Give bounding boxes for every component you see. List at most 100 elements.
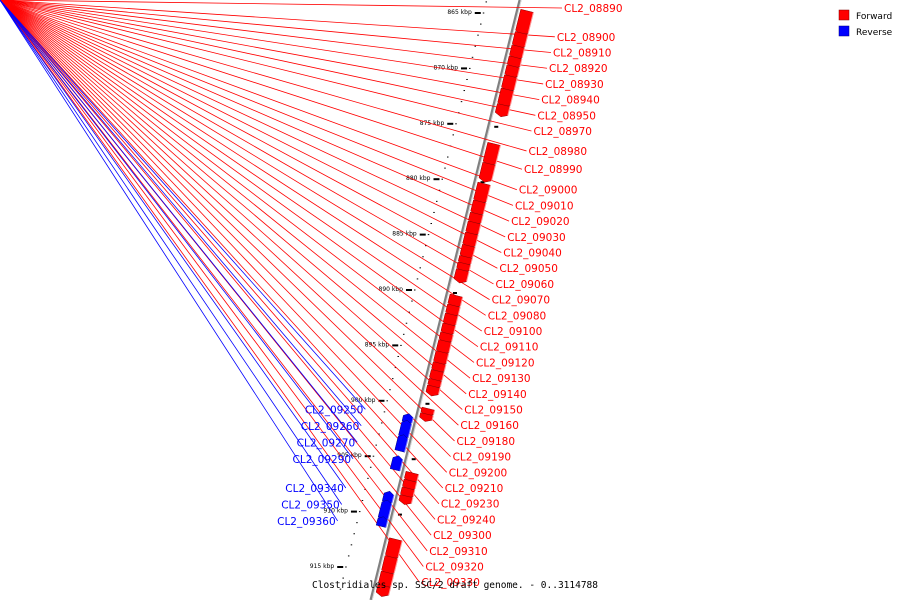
gene-label[interactable]: CL2_09050 (499, 263, 558, 275)
gene-label[interactable]: CL2_09030 (507, 232, 566, 244)
minor-tick (339, 588, 342, 590)
gene-cl2-08970[interactable] (494, 103, 511, 118)
minor-tick (364, 488, 366, 490)
gene-cl2-09210[interactable] (425, 384, 441, 397)
label-connector (0, 0, 518, 191)
gene-label[interactable]: CL2_09070 (492, 295, 551, 307)
gene-label[interactable]: CL2_09060 (495, 279, 554, 291)
gene-highlight (457, 307, 461, 316)
gene-label[interactable]: CL2_08940 (541, 95, 600, 107)
gene-highlight (385, 520, 389, 528)
genome-title: Clostridiales sp. SSC/2 draft genome. - … (312, 580, 598, 591)
gene-label[interactable]: CL2_09330 (421, 577, 480, 589)
minor-tick (358, 511, 361, 513)
label-connector (0, 0, 510, 222)
label-connector (0, 0, 544, 85)
gene-label[interactable]: CL2_08890 (564, 3, 623, 15)
gene-label[interactable]: CL2_08980 (529, 146, 588, 158)
gene-cl2-09330[interactable] (398, 494, 414, 505)
minor-tick (435, 200, 438, 202)
gene-label[interactable]: CL2_08970 (533, 126, 592, 138)
gene-cl2-09080[interactable] (453, 268, 470, 284)
gene-highlight (466, 271, 470, 282)
gene-highlight (468, 264, 472, 271)
gene-label[interactable]: CL2_09020 (511, 216, 570, 228)
minor-tick (342, 577, 344, 579)
gene-highlight (441, 372, 445, 381)
gene-label[interactable]: CL2_09320 (425, 562, 484, 574)
gene-label[interactable]: CL2_09120 (476, 357, 535, 369)
gene-label[interactable]: CL2_09260 (301, 421, 360, 433)
gene-cl2-08990[interactable] (478, 161, 496, 183)
minor-tick (350, 544, 353, 546)
minor-tick (375, 444, 377, 446)
minor-tick (433, 211, 435, 213)
gene-cl2-09240[interactable] (419, 412, 434, 422)
gene-label[interactable]: CL2_09100 (484, 326, 543, 338)
gene-label[interactable]: CL2_09010 (515, 200, 574, 212)
label-connector (0, 0, 459, 426)
gene-label[interactable]: CL2_09290 (293, 454, 352, 466)
minor-tick (460, 101, 463, 103)
gene-label[interactable]: CL2_09000 (519, 185, 578, 197)
gene-highlight (453, 325, 457, 334)
gene-label[interactable]: CL2_09130 (472, 373, 531, 385)
gene-highlight (480, 215, 484, 224)
gene-label[interactable]: CL2_08990 (524, 164, 583, 176)
gene-unnamed[interactable] (385, 537, 403, 560)
minor-tick (477, 34, 479, 36)
gene-label[interactable]: CL2_08910 (553, 48, 612, 60)
gene-label[interactable]: CL2_08920 (549, 63, 608, 75)
gene-label[interactable]: CL2_09310 (429, 546, 488, 558)
minor-tick (452, 134, 455, 136)
gene-unnamed[interactable] (375, 583, 391, 597)
minor-tick (411, 300, 413, 302)
gene-label[interactable]: CL2_09140 (468, 389, 527, 401)
gene-label[interactable]: CL2_09110 (480, 342, 539, 354)
gene-label[interactable]: CL2_09190 (453, 452, 512, 464)
label-connector (0, 0, 514, 206)
gene-label[interactable]: CL2_09150 (464, 405, 523, 417)
minor-tick (372, 455, 375, 457)
gene-cl2-09350[interactable] (377, 499, 392, 521)
minor-tick (438, 189, 441, 191)
gene-label[interactable]: CL2_09200 (449, 467, 508, 479)
gene-label[interactable]: CL2_09210 (445, 483, 504, 495)
label-connector (0, 0, 490, 300)
gene-label[interactable]: CL2_08900 (557, 32, 616, 44)
label-connector (0, 0, 563, 9)
gene-label[interactable]: CL2_08950 (537, 110, 596, 122)
gene-label[interactable]: CL2_09040 (503, 248, 562, 260)
gene-highlight (519, 58, 523, 67)
gene-label[interactable]: CL2_09180 (457, 436, 516, 448)
gene-highlight (495, 145, 501, 165)
label-connector (0, 0, 447, 473)
gene-label[interactable]: CL2_09160 (460, 420, 519, 432)
major-tick (405, 289, 412, 291)
gene-label[interactable]: CL2_09270 (297, 437, 356, 449)
legend-swatch-reverse (838, 25, 850, 37)
gene-cl2-09000[interactable] (473, 181, 491, 204)
gene-highlight (521, 47, 526, 58)
label-connector (0, 0, 523, 170)
minor-tick (416, 278, 419, 280)
gene-label[interactable]: CL2_09350 (281, 499, 340, 511)
gene-label[interactable]: CL2_09340 (285, 483, 344, 495)
gene-highlight (399, 459, 404, 472)
label-connector (0, 0, 551, 53)
gene-highlight (433, 410, 436, 415)
gene-label[interactable]: CL2_09230 (441, 499, 500, 511)
minor-tick (474, 45, 477, 47)
gene-label[interactable]: CL2_09080 (488, 310, 547, 322)
label-connector (0, 0, 436, 520)
gene-label[interactable]: CL2_09250 (305, 404, 364, 416)
gene-label[interactable]: CL2_09300 (433, 530, 492, 542)
gene-label[interactable]: CL2_09360 (277, 516, 336, 528)
gene-highlight (459, 297, 464, 307)
gene-label[interactable]: CL2_09240 (437, 514, 496, 526)
minor-tick (469, 67, 471, 69)
minor-tick (386, 400, 388, 402)
gene-label[interactable]: CL2_08930 (545, 79, 604, 91)
gene-highlight (482, 202, 487, 215)
gene-highlight (391, 495, 395, 504)
